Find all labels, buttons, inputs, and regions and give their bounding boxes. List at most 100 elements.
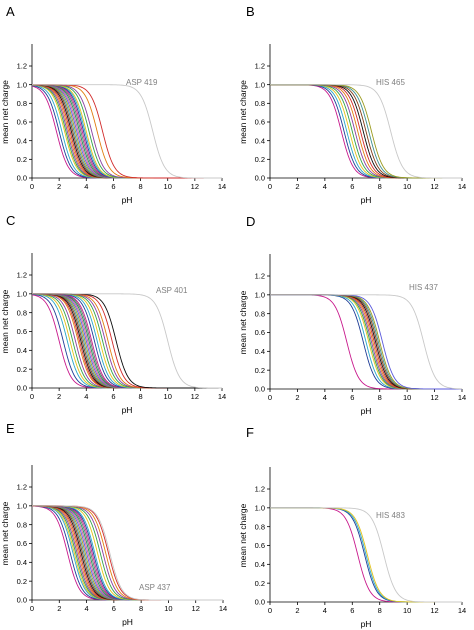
highlight-series-line [270,84,462,179]
series-line [32,293,222,389]
x-tick-label: 10 [164,182,172,191]
y-tick-label: 1.0 [255,503,265,512]
y-tick-label: 1.0 [17,289,27,298]
series-line [31,84,222,179]
series-line [270,84,462,179]
y-tick-label: 0.2 [255,579,265,588]
y-tick-label: 0.4 [17,346,27,355]
x-tick-label: 12 [430,182,438,191]
x-tick-label: 2 [295,182,299,191]
y-tick-label: 0.2 [17,365,27,374]
series-line [31,505,223,601]
series-line [31,84,222,179]
y-tick-label: 0.0 [255,598,265,607]
y-tick-label: 0.8 [17,99,27,108]
series-line [32,505,223,601]
y-tick-label: 0.0 [17,384,27,393]
series-line [31,505,223,601]
y-tick-label: 0.0 [17,174,27,183]
y-tick-label: 0.0 [255,385,265,394]
y-tick-label: 0.2 [17,577,27,586]
series-line [32,293,222,389]
x-tick-label: 8 [138,392,142,401]
series-annotation: HIS 465 [376,78,405,87]
series-line [32,505,223,601]
series-annotation: ASP 419 [126,78,158,87]
x-tick-label: 4 [323,606,327,615]
y-tick-label: 1.0 [255,290,265,299]
series-line [32,84,222,179]
series-line [32,293,222,389]
series-line [31,84,222,179]
x-tick-label: 10 [403,606,411,615]
panel-b: B 0.0 0.2 0.4 0.6 0.8 1.0 1.2 0 2 4 6 8 10 12 14 pH mean … [238,4,466,205]
series-line [32,505,223,601]
x-tick-label: 6 [111,182,115,191]
y-tick-label: 1.2 [255,485,265,494]
y-tick-label: 1.2 [17,271,27,280]
series-line [32,84,222,179]
series-line [31,84,222,179]
x-tick-label: 0 [268,182,272,191]
x-tick-label: 10 [164,604,172,613]
series-line [31,505,223,601]
series-line [31,84,222,179]
series-line [32,293,222,389]
y-axis-label: mean net charge [0,80,10,144]
y-tick-label: 0.2 [255,366,265,375]
y-tick-label: 0.2 [255,155,265,164]
x-tick-label: 0 [30,182,34,191]
x-tick-label: 8 [378,606,382,615]
y-tick-label: 1.0 [17,80,27,89]
series-line [31,84,222,179]
x-tick-label: 6 [112,604,116,613]
y-tick-label: 0.6 [255,541,265,550]
x-tick-label: 10 [403,393,411,402]
series-line [31,293,222,389]
series-line [32,84,222,179]
panel-letter: B [246,4,255,19]
series-line [32,293,222,389]
series-annotation: HIS 437 [409,283,438,292]
series-annotation: HIS 483 [376,511,405,520]
series-line [32,84,222,179]
x-tick-label: 2 [57,604,61,613]
x-tick-label: 14 [218,182,226,191]
x-tick-label: 14 [458,393,466,402]
series-line [32,84,222,179]
y-tick-label: 0.4 [255,136,265,145]
highlight-series-line [270,507,462,603]
x-tick-label: 12 [191,182,199,191]
y-tick-label: 0.0 [255,174,265,183]
y-tick-label: 1.2 [255,272,265,281]
highlight-series-line [270,294,463,390]
series-line [32,505,223,601]
series-line [32,293,222,389]
x-tick-label: 12 [192,604,200,613]
y-tick-label: 1.2 [17,483,27,492]
series-line [31,293,222,389]
x-tick-label: 6 [350,393,354,402]
series-line [31,84,222,179]
series-line [31,84,222,179]
y-tick-label: 0.4 [255,347,265,356]
y-axis-label: mean net charge [238,503,248,567]
series-line [270,294,462,390]
x-tick-label: 4 [323,182,327,191]
x-axis-label: pH [361,406,372,416]
series-line [31,293,222,389]
x-tick-label: 14 [218,392,226,401]
series-line [31,505,223,601]
panel-letter: C [6,213,15,228]
x-tick-label: 2 [57,392,61,401]
x-tick-label: 2 [295,606,299,615]
y-axis-label: mean net charge [238,80,248,144]
series-line [31,84,222,179]
x-tick-label: 0 [30,392,34,401]
y-tick-label: 0.8 [255,99,265,108]
y-tick-label: 0.8 [255,309,265,318]
series-line [32,293,222,389]
x-tick-label: 4 [84,182,88,191]
series-line [32,505,223,601]
